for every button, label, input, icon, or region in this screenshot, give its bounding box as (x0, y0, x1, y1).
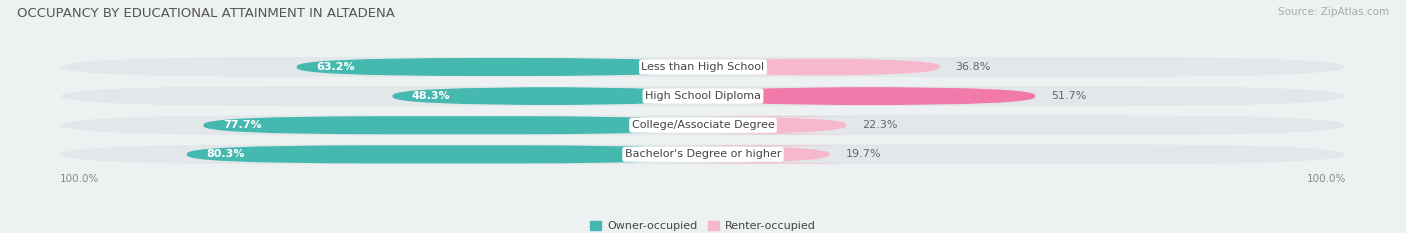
Text: 77.7%: 77.7% (224, 120, 262, 130)
FancyBboxPatch shape (60, 115, 1346, 135)
Text: Source: ZipAtlas.com: Source: ZipAtlas.com (1278, 7, 1389, 17)
FancyBboxPatch shape (650, 145, 883, 163)
FancyBboxPatch shape (204, 116, 703, 134)
Legend: Owner-occupied, Renter-occupied: Owner-occupied, Renter-occupied (586, 216, 820, 233)
FancyBboxPatch shape (60, 86, 1346, 106)
Text: Bachelor's Degree or higher: Bachelor's Degree or higher (624, 149, 782, 159)
FancyBboxPatch shape (703, 87, 1035, 105)
FancyBboxPatch shape (297, 58, 703, 76)
FancyBboxPatch shape (703, 58, 939, 76)
Text: 51.7%: 51.7% (1052, 91, 1087, 101)
FancyBboxPatch shape (392, 87, 703, 105)
Text: 100.0%: 100.0% (60, 174, 100, 184)
Text: 19.7%: 19.7% (845, 149, 882, 159)
Text: 36.8%: 36.8% (956, 62, 991, 72)
Text: 48.3%: 48.3% (412, 91, 450, 101)
Text: 100.0%: 100.0% (1306, 174, 1346, 184)
FancyBboxPatch shape (666, 116, 883, 134)
Text: College/Associate Degree: College/Associate Degree (631, 120, 775, 130)
FancyBboxPatch shape (60, 144, 1346, 164)
Text: Less than High School: Less than High School (641, 62, 765, 72)
Text: 22.3%: 22.3% (862, 120, 898, 130)
FancyBboxPatch shape (187, 145, 703, 163)
FancyBboxPatch shape (60, 57, 1346, 77)
Text: 63.2%: 63.2% (316, 62, 354, 72)
Text: 80.3%: 80.3% (207, 149, 245, 159)
Text: OCCUPANCY BY EDUCATIONAL ATTAINMENT IN ALTADENA: OCCUPANCY BY EDUCATIONAL ATTAINMENT IN A… (17, 7, 395, 20)
Text: High School Diploma: High School Diploma (645, 91, 761, 101)
